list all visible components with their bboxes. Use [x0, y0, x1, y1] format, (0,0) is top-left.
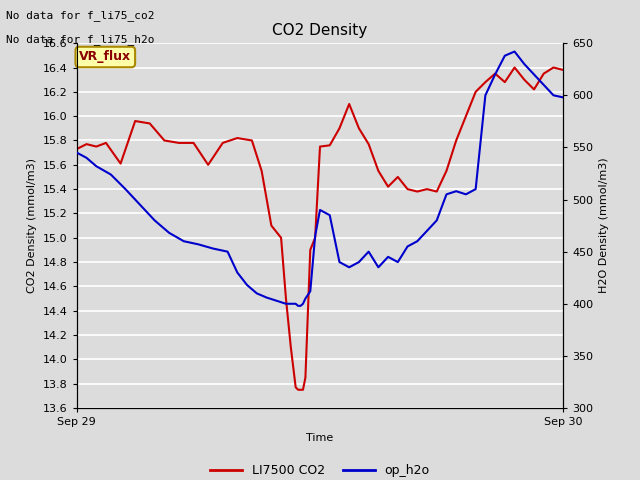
X-axis label: Time: Time — [307, 432, 333, 443]
Y-axis label: CO2 Density (mmol/m3): CO2 Density (mmol/m3) — [28, 158, 37, 293]
Title: CO2 Density: CO2 Density — [273, 23, 367, 38]
Y-axis label: H2O Density (mmol/m3): H2O Density (mmol/m3) — [599, 158, 609, 293]
Text: VR_flux: VR_flux — [79, 50, 131, 63]
Text: No data for f_li75_h2o: No data for f_li75_h2o — [6, 34, 155, 45]
Legend: LI7500 CO2, op_h2o: LI7500 CO2, op_h2o — [205, 459, 435, 480]
Text: No data for f_li75_co2: No data for f_li75_co2 — [6, 10, 155, 21]
